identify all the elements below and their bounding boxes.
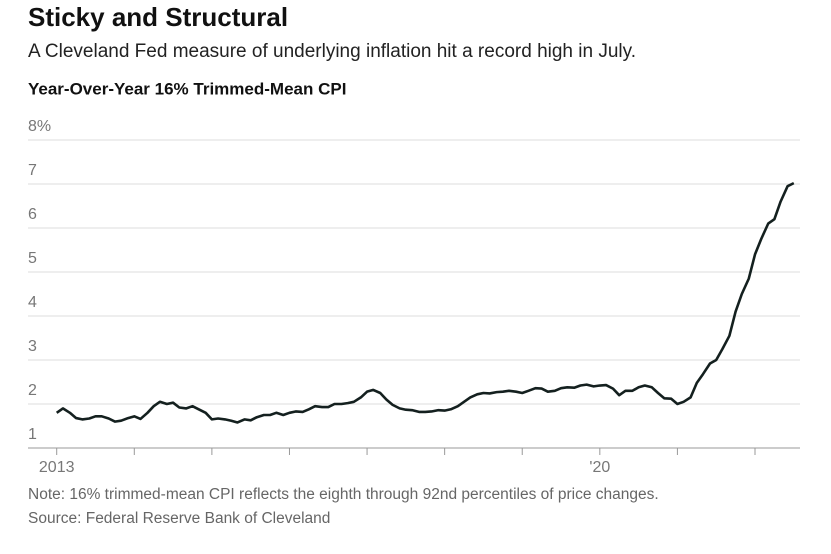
y-tick-label: 2 [28, 382, 37, 399]
x-tick-label: 2013 [39, 459, 75, 476]
y-tick-label: 4 [28, 294, 37, 311]
y-tick-label: 5 [28, 250, 37, 267]
x-tick-label: '20 [589, 459, 610, 476]
y-tick-label: 6 [28, 206, 37, 223]
y-tick-label: 7 [28, 162, 37, 179]
y-tick-label: 1 [28, 426, 37, 443]
source: Source: Federal Reserve Bank of Clevelan… [28, 510, 330, 527]
chart-subtitle: A Cleveland Fed measure of underlying in… [28, 41, 636, 62]
note: Note: 16% trimmed-mean CPI reflects the … [28, 486, 659, 503]
y-tick-label: 3 [28, 338, 37, 355]
chart-title: Sticky and Structural [28, 2, 288, 32]
axis-title: Year-Over-Year 16% Trimmed-Mean CPI [28, 79, 346, 98]
data-line [55, 181, 795, 424]
y-tick-label: 8% [28, 118, 51, 135]
